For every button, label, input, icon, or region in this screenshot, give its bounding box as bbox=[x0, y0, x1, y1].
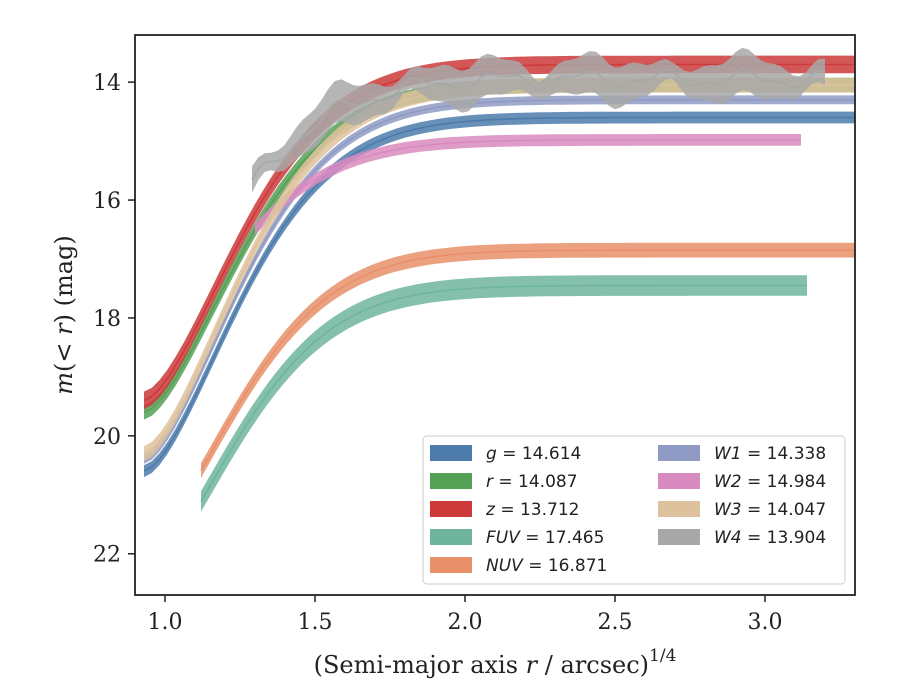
legend-items: g = 14.614 r = 14.087 z = 13.712 FUV = 17.4… bbox=[430, 444, 826, 576]
legend-box bbox=[422, 435, 846, 585]
legend-swatch-w3 bbox=[658, 501, 700, 517]
y-tick-label: 22 bbox=[93, 543, 121, 568]
series-w4-line bbox=[251, 68, 826, 180]
y-tick-label: 18 bbox=[93, 307, 121, 332]
series-fuv-line bbox=[200, 284, 807, 502]
plot-frame bbox=[134, 34, 856, 596]
x-tick-label: 2.5 bbox=[598, 610, 633, 635]
series-w2-band bbox=[255, 134, 801, 235]
series-g-line bbox=[143, 116, 855, 472]
series-w2-line bbox=[254, 139, 801, 230]
x-tick-label: 1.0 bbox=[148, 610, 183, 635]
legend-label-nuv: NUV = 16.871 bbox=[486, 556, 607, 576]
x-tick-label: 3.0 bbox=[748, 610, 783, 635]
series-w1-line bbox=[143, 99, 855, 461]
legend-label-w2: W2 = 14.984 bbox=[714, 472, 826, 492]
x-tick-label: 1.5 bbox=[298, 610, 333, 635]
legend-swatch-w1 bbox=[658, 445, 700, 461]
legend-label-r: r = 14.087 bbox=[486, 472, 578, 492]
series-layer bbox=[143, 47, 855, 512]
legend-label-w3: W3 = 14.047 bbox=[714, 500, 826, 520]
y-axis-label: m(< r) (mag) bbox=[50, 235, 78, 395]
series-nuv-line bbox=[200, 249, 855, 471]
legend-swatch-w2 bbox=[658, 473, 700, 489]
legend-swatch-z bbox=[430, 501, 472, 517]
legend-swatch-g bbox=[430, 445, 472, 461]
y-tick-label: 20 bbox=[93, 425, 121, 450]
legend-swatch-r bbox=[430, 473, 472, 489]
x-axis-label: (Semi-major axis r / arcsec)1/4 bbox=[314, 646, 677, 679]
legend-label-g: g = 14.614 bbox=[486, 444, 581, 464]
legend-label-w1: W1 = 14.338 bbox=[714, 444, 826, 464]
y-tick-label: 14 bbox=[93, 71, 121, 96]
legend: g = 14.614 r = 14.087 z = 13.712 FUV = 17.4… bbox=[422, 435, 846, 585]
legend-swatch-nuv bbox=[430, 557, 472, 573]
y-axis-ticks: 14 16 18 20 22 bbox=[93, 71, 135, 568]
legend-label-z: z = 13.712 bbox=[485, 500, 579, 520]
y-tick-label: 16 bbox=[93, 189, 121, 214]
legend-label-w4: W4 = 13.904 bbox=[714, 528, 826, 548]
x-tick-label: 2.0 bbox=[448, 610, 483, 635]
legend-swatch-fuv bbox=[430, 529, 472, 545]
legend-label-fuv: FUV = 17.465 bbox=[486, 528, 604, 548]
legend-swatch-w4 bbox=[658, 529, 700, 545]
series-w4-band bbox=[252, 47, 825, 193]
x-axis-ticks: 1.0 1.5 2.0 2.5 3.0 bbox=[148, 595, 783, 635]
